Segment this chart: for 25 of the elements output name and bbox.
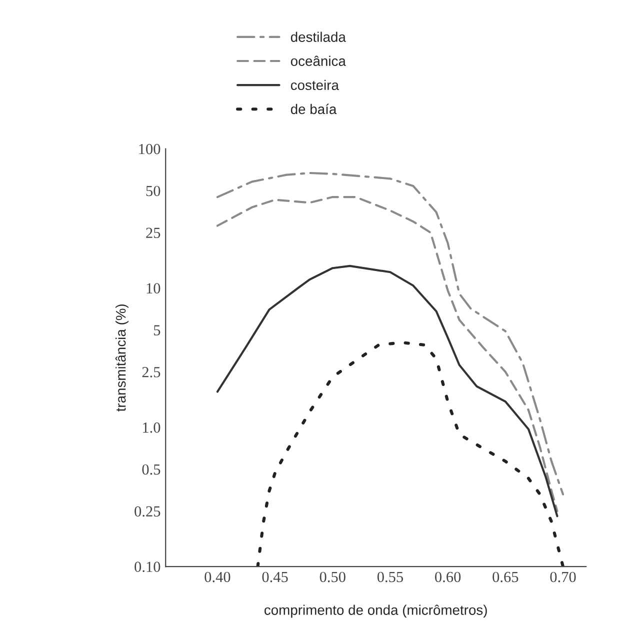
- x-tick-label: 0.50: [320, 572, 346, 582]
- y-tick-label: 2.5: [142, 367, 160, 378]
- y-axis-title: transmitância (%): [115, 304, 128, 412]
- legend-label: destilada: [290, 32, 346, 42]
- y-tick-label: 1.0: [143, 422, 160, 433]
- legend-label: costeira: [290, 80, 339, 90]
- y-tick-label: 0.25: [134, 506, 160, 517]
- line-series: [256, 341, 565, 567]
- y-tick-label: 10: [146, 283, 160, 294]
- x-tick-label: 0.70: [550, 572, 576, 582]
- x-tick-label: 0.55: [377, 572, 403, 582]
- x-tick-label: 0.60: [435, 572, 461, 582]
- legend-label: oceânica: [290, 56, 346, 66]
- y-tick-label: 25: [146, 228, 160, 238]
- y-tick-label: 0.5: [142, 464, 160, 475]
- legend-label: de baía: [290, 104, 337, 114]
- y-tick-label: 100: [139, 144, 160, 154]
- line-series: [216, 264, 558, 518]
- x-tick-label: 0.65: [492, 572, 518, 582]
- x-tick-label: 0.45: [262, 572, 288, 582]
- x-tick-label: 0.40: [204, 572, 230, 582]
- x-axis-title: comprimento de onda (micrômetros): [264, 604, 487, 618]
- y-tick-label: 50: [146, 186, 160, 196]
- y-tick-label: 0.10: [134, 562, 160, 572]
- y-tick-label: 5: [154, 325, 160, 336]
